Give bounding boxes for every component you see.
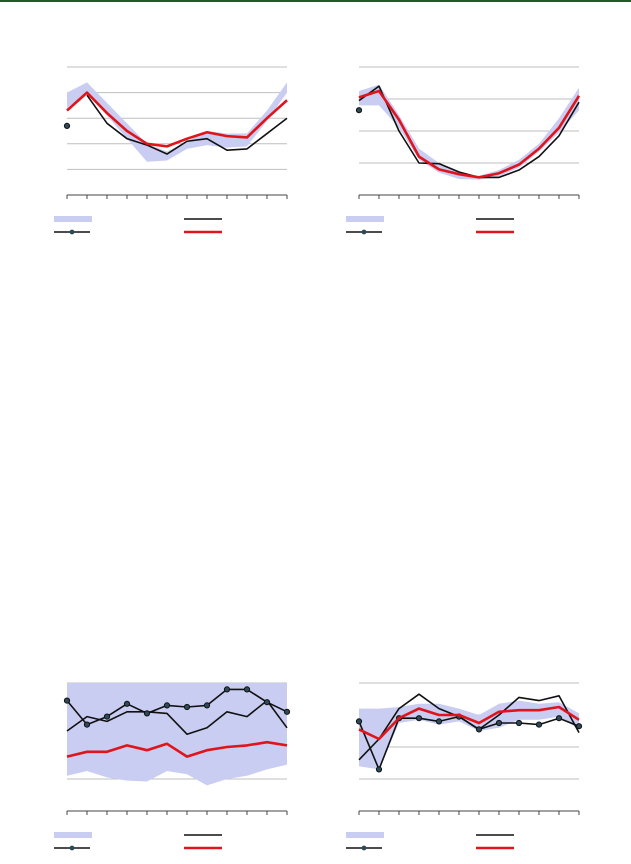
series-marker (143, 710, 151, 717)
band-area (359, 84, 579, 180)
series-marker (123, 700, 131, 707)
series-marker (355, 107, 363, 114)
series-line-red (358, 89, 581, 179)
legend-marker-dot (361, 229, 367, 235)
chart-panel-3 (50, 676, 300, 864)
series-marker (515, 719, 523, 727)
legend-marker-dot (361, 845, 367, 851)
chart-2-svg (346, 66, 581, 235)
series-marker (283, 708, 291, 715)
series-marker (243, 686, 251, 693)
series-line-marker (358, 715, 580, 771)
band-area (67, 82, 287, 162)
series-marker (263, 699, 271, 706)
chart-panel-1 (50, 60, 300, 250)
legend-band-swatch (346, 832, 384, 838)
series-marker (203, 702, 211, 709)
series-marker (535, 721, 543, 728)
series-marker (375, 766, 383, 773)
series-line-black (66, 699, 288, 735)
series-line-red (66, 91, 288, 148)
series-marker (495, 719, 503, 727)
legend-band-swatch (54, 832, 92, 838)
series-marker (223, 686, 231, 693)
legend-marker-dot (69, 845, 75, 851)
series-marker (63, 697, 71, 704)
legend-band-swatch (54, 216, 92, 222)
series-line-black (86, 94, 288, 155)
chart-4-svg (346, 682, 583, 851)
series-line-red (66, 740, 288, 758)
chart-panel-4 (342, 676, 592, 864)
series-marker (555, 715, 563, 722)
series-marker (183, 703, 191, 711)
series-line-red (358, 705, 580, 741)
series-line-marker (66, 688, 288, 726)
chart-panel-2 (342, 60, 592, 250)
legend-marker-dot (69, 229, 75, 235)
chart-1-svg (54, 66, 288, 235)
series-marker (435, 718, 443, 725)
series-marker (575, 723, 583, 730)
series-marker (83, 721, 91, 728)
series-marker (355, 718, 363, 725)
series-marker (475, 726, 483, 733)
chart-3-svg (54, 682, 291, 851)
series-marker (415, 715, 423, 722)
series-marker (63, 122, 71, 129)
series-line-black (358, 85, 580, 179)
band-area (67, 683, 287, 786)
header-rule (0, 0, 631, 2)
series-marker (163, 702, 171, 709)
series-marker (103, 713, 111, 720)
legend-band-swatch (346, 216, 384, 222)
